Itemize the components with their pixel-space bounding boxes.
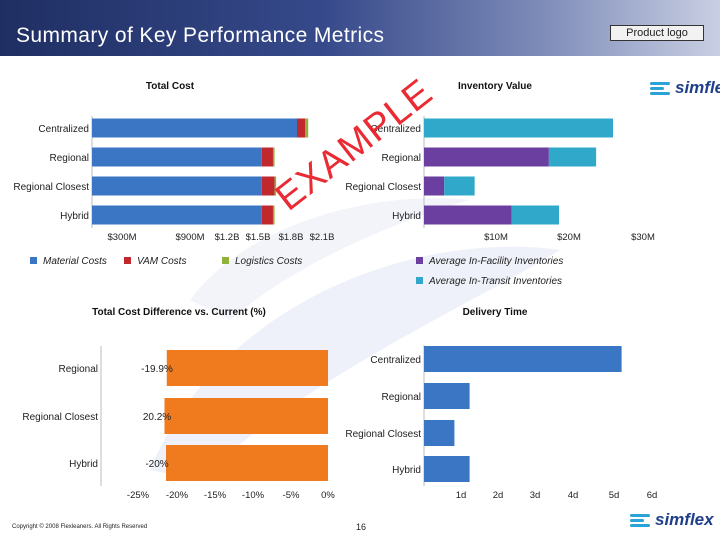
delivery-time-cat-label-centralized: Centralized (370, 355, 421, 366)
delivery-time-tick-4: 5d (609, 490, 620, 501)
total-cost-bar-material-costs-hybrid (92, 205, 262, 225)
total-cost-tick-2: $1.2B (215, 232, 240, 243)
total-cost-difference-tick-5: 0% (321, 490, 335, 501)
inventory-value-bar-average-in-facility-inventories-regional (424, 147, 549, 167)
total-cost-difference-bar-regional-closest (164, 398, 328, 434)
inventory-value-title: Inventory Value (458, 81, 532, 92)
copyright-text: Copyright © 2008 Flexleaners. All Rights… (12, 524, 148, 530)
inventory-value-cat-label-regional: Regional (382, 153, 421, 164)
page-number: 16 (356, 522, 367, 532)
total-cost-difference-tick-3: -10% (242, 490, 265, 501)
total-cost-difference-tick-4: -5% (283, 490, 300, 501)
total-cost-cat-label-regional-closest: Regional Closest (13, 182, 89, 193)
inventory-value-bar-average-in-transit-inventories-hybrid (511, 205, 559, 225)
delivery-time-bar-centralized (424, 346, 622, 372)
total-cost-difference-cat-label-regional-closest: Regional Closest (22, 412, 98, 423)
total-cost-bar-vam-costs-regional (261, 147, 273, 167)
legend-material-costs: Material Costs (43, 256, 107, 267)
total-cost-bar-logistics-costs-regional-closest (274, 176, 277, 196)
total-cost-bar-vam-costs-regional-closest (261, 176, 275, 196)
delivery-time-tick-5: 6d (647, 490, 658, 501)
total-cost-cat-label-centralized: Centralized (38, 124, 89, 135)
inventory-value-tick-0: $10M (484, 232, 508, 243)
delivery-time-tick-3: 4d (568, 490, 579, 501)
total-cost-difference-data-label-regional: -19.9% (141, 364, 173, 375)
total-cost-difference-bar-regional (166, 350, 328, 386)
total-cost-tick-5: $2.1B (310, 232, 335, 243)
total-cost-difference-title: Total Cost Difference vs. Current (%) (92, 307, 266, 318)
delivery-time-bar-regional-closest (424, 420, 455, 446)
inventory-value-bar-average-in-transit-inventories-regional (548, 147, 597, 167)
legend-vam-costs: VAM Costs (137, 256, 186, 267)
total-cost-difference-tick-0: -25% (127, 490, 150, 501)
legend-material-costs-swatch (30, 257, 37, 264)
total-cost-bar-vam-costs-hybrid (261, 205, 273, 225)
legend-vam-costs-swatch (124, 257, 131, 264)
total-cost-cat-label-regional: Regional (50, 153, 89, 164)
total-cost-bar-material-costs-regional-closest (92, 176, 262, 196)
delivery-time-tick-0: 1d (456, 490, 467, 501)
total-cost-tick-3: $1.5B (246, 232, 271, 243)
total-cost-bar-material-costs-centralized (92, 118, 297, 138)
total-cost-cat-label-hybrid: Hybrid (60, 211, 89, 222)
legend-in-facility-swatch (416, 257, 423, 264)
total-cost-tick-0: $300M (107, 232, 136, 243)
total-cost-difference-data-label-hybrid: -20% (145, 459, 168, 470)
simflex-logo-bottom: simflex (630, 510, 714, 530)
legend-in-transit: Average In-Transit Inventories (428, 276, 562, 287)
legend-in-transit-swatch (416, 277, 423, 284)
total-cost-title: Total Cost (146, 81, 195, 92)
total-cost-bar-logistics-costs-hybrid (272, 205, 275, 225)
total-cost-difference-bar-hybrid (166, 445, 328, 481)
total-cost-bar-logistics-costs-centralized (305, 118, 309, 138)
total-cost-bar-vam-costs-centralized (297, 118, 306, 138)
simflex-mark-icon (630, 512, 652, 528)
inventory-value-cat-label-centralized: Centralized (370, 124, 421, 135)
header-band (0, 0, 720, 56)
delivery-time-bar-regional (424, 383, 470, 409)
delivery-time-cat-label-regional: Regional (382, 392, 421, 403)
inventory-value-bar-average-in-transit-inventories-regional-closest (444, 176, 475, 196)
slide-title: Summary of Key Performance Metrics (16, 24, 385, 47)
total-cost-bar-logistics-costs-regional (272, 147, 275, 167)
simflex-mark-icon (650, 80, 672, 96)
delivery-time-cat-label-hybrid: Hybrid (392, 465, 421, 476)
inventory-value-tick-2: $30M (631, 232, 655, 243)
delivery-time-title: Delivery Time (463, 307, 528, 318)
total-cost-bar-material-costs-regional (92, 147, 262, 167)
total-cost-difference-cat-label-regional: Regional (59, 364, 98, 375)
total-cost-tick-1: $900M (175, 232, 204, 243)
total-cost-tick-4: $1.8B (279, 232, 304, 243)
delivery-time-bar-hybrid (424, 456, 470, 482)
total-cost-difference-tick-2: -15% (204, 490, 227, 501)
simflex-wordmark: simflex (655, 510, 714, 529)
inventory-value-cat-label-regional-closest: Regional Closest (345, 182, 421, 193)
inventory-value-cat-label-hybrid: Hybrid (392, 211, 421, 222)
total-cost-difference-tick-1: -20% (166, 490, 189, 501)
total-cost-difference-cat-label-hybrid: Hybrid (69, 459, 98, 470)
legend-logistics-costs-swatch (222, 257, 229, 264)
product-logo-box: Product logo (610, 25, 704, 41)
inventory-value-tick-1: $20M (557, 232, 581, 243)
simflex-wordmark: simflex (675, 78, 720, 97)
delivery-time-cat-label-regional-closest: Regional Closest (345, 429, 421, 440)
inventory-value-bar-average-in-transit-inventories-centralized (424, 118, 613, 138)
inventory-value-bar-average-in-facility-inventories-regional-closest (424, 176, 445, 196)
legend-in-facility: Average In-Facility Inventories (428, 256, 563, 267)
legend-logistics-costs: Logistics Costs (235, 256, 302, 267)
simflex-logo-top: simflex (650, 78, 720, 98)
total-cost-difference-data-label-regional-closest: 20.2% (143, 412, 171, 423)
delivery-time-tick-2: 3d (530, 490, 541, 501)
delivery-time-tick-1: 2d (493, 490, 504, 501)
inventory-value-bar-average-in-facility-inventories-hybrid (424, 205, 512, 225)
